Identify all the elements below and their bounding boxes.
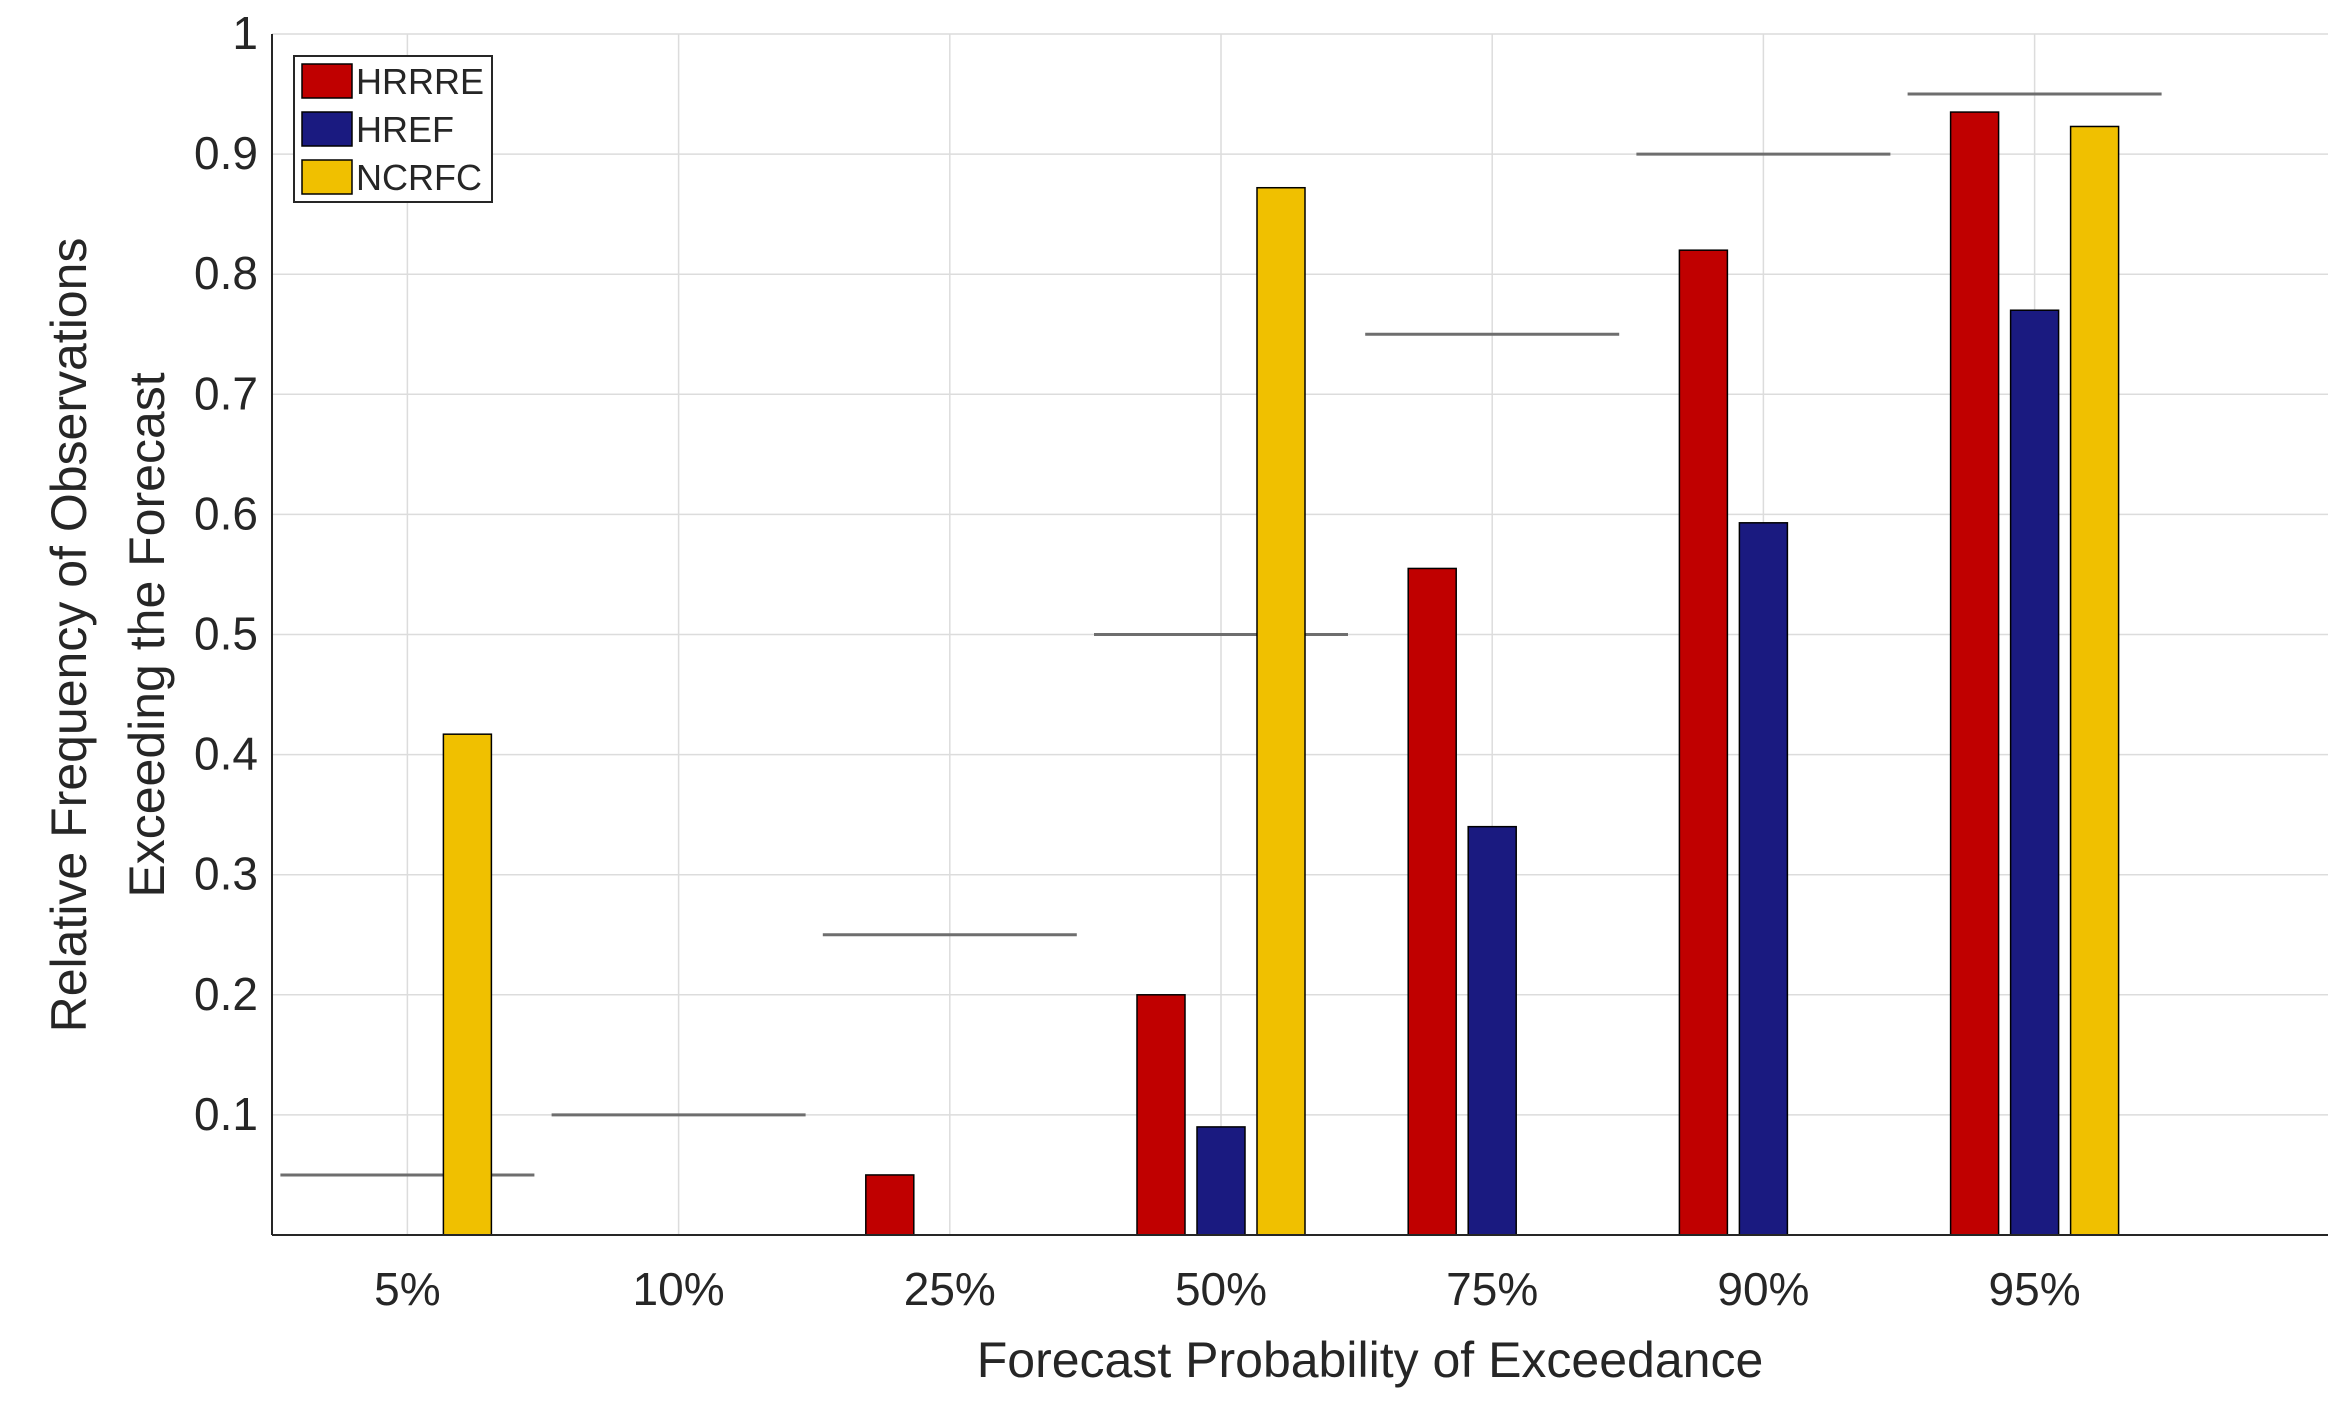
bar-ncrfc	[2069, 125, 2120, 1236]
y-tick-label: 0.9	[194, 127, 258, 179]
x-tick-label: 75%	[1446, 1263, 1538, 1315]
axes	[271, 34, 2328, 1236]
legend-swatch-href	[301, 111, 353, 147]
y-tick-label: 0.7	[194, 367, 258, 419]
bar-hrrre	[1407, 567, 1457, 1236]
x-tick-labels: 5% 10% 25% 50% 75% 90% 95%	[374, 1263, 2080, 1315]
y-tick-label: 0.2	[194, 968, 258, 1020]
bar-href	[1738, 522, 1789, 1236]
bars	[442, 111, 2120, 1236]
bar-hrrre	[1678, 249, 1729, 1236]
x-tick-label: 25%	[904, 1263, 996, 1315]
legend-swatch-hrrre	[301, 63, 353, 99]
reference-lines	[280, 92, 2162, 1177]
y-tick-label: 1	[232, 7, 258, 59]
legend-label-hrrre: HRRRE	[356, 61, 484, 102]
y-tick-label: 0.6	[194, 487, 258, 539]
x-axis-label: Forecast Probability of Exceedance	[977, 1332, 1764, 1388]
legend: HRRRE HREF NCRFC	[293, 55, 493, 203]
y-tick-label: 0.3	[194, 848, 258, 900]
y-tick-label: 0.1	[194, 1088, 258, 1140]
legend-label-href: HREF	[356, 109, 454, 150]
legend-label-ncrfc: NCRFC	[356, 157, 482, 198]
y-tick-label: 0.8	[194, 247, 258, 299]
x-tick-label: 10%	[633, 1263, 725, 1315]
x-tick-label: 50%	[1175, 1263, 1267, 1315]
bar-hrrre	[1949, 111, 2000, 1236]
bar-hrrre	[865, 1174, 915, 1236]
y-tick-labels: 0.1 0.2 0.3 0.4 0.5 0.6 0.7 0.8 0.9 1	[194, 7, 258, 1140]
bar-href	[2009, 309, 2060, 1236]
y-tick-label: 0.5	[194, 608, 258, 660]
bar-hrrre	[1136, 994, 1186, 1236]
x-tick-label: 90%	[1717, 1263, 1809, 1315]
bar-ncrfc	[1256, 186, 1306, 1236]
bar-href	[1196, 1126, 1246, 1236]
y-axis-label-line-2: Exceeding the Forecast	[119, 372, 175, 897]
legend-swatch-ncrfc	[301, 159, 353, 195]
x-tick-label: 95%	[1989, 1263, 2081, 1315]
x-tick-label: 5%	[374, 1263, 440, 1315]
bar-href	[1467, 825, 1517, 1236]
bar-ncrfc	[442, 733, 493, 1236]
y-axis-label: Relative Frequency of Observations Excee…	[41, 238, 175, 1033]
y-axis-label-line-1: Relative Frequency of Observations	[41, 238, 97, 1033]
y-tick-label: 0.4	[194, 728, 258, 780]
